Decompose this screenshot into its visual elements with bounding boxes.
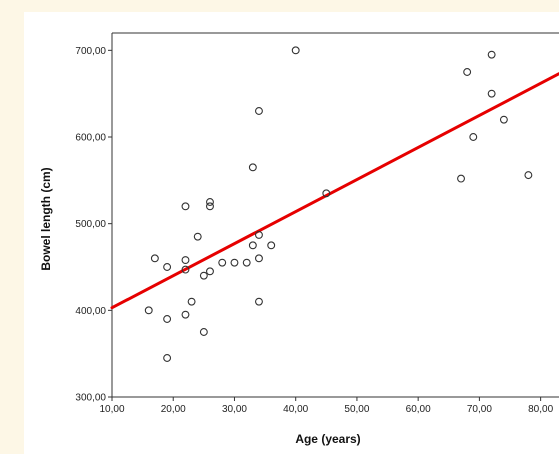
data-point (255, 297, 263, 306)
data-point (463, 68, 472, 76)
data-point (267, 241, 276, 250)
data-point (206, 267, 214, 276)
data-point (322, 189, 331, 198)
data-point (487, 89, 496, 98)
x-axis-label: Age (years) (295, 432, 360, 446)
data-point (255, 230, 263, 239)
y-axis-ticks: 300,00 400,00 500,00 600,00 700,00 (75, 46, 112, 404)
data-point (163, 263, 172, 271)
data-point (187, 297, 196, 306)
trend-line (110, 72, 559, 310)
data-point (199, 328, 208, 336)
x-tick-label: 10,00 (99, 404, 124, 415)
data-point (291, 46, 300, 55)
data-points (144, 46, 533, 362)
x-axis-ticks: 10,00 20,00 30,00 40,00 50,00 60,00 70,00 80,00 (99, 397, 554, 415)
x-tick-label: 40,00 (283, 404, 308, 415)
data-point (199, 271, 208, 280)
data-point (193, 232, 202, 241)
x-tick-label: 30,00 (222, 404, 247, 415)
y-tick-label: 600,00 (75, 133, 106, 144)
data-point (181, 256, 190, 265)
data-point (181, 202, 190, 211)
data-point (255, 254, 263, 263)
data-point (218, 258, 227, 267)
data-point (469, 133, 478, 141)
y-tick-label: 500,00 (75, 219, 106, 230)
y-tick-label: 400,00 (75, 306, 106, 317)
data-point (524, 171, 533, 180)
x-tick-label: 60,00 (406, 404, 431, 415)
y-tick-label: 700,00 (75, 46, 106, 57)
x-tick-label: 70,00 (467, 404, 492, 415)
data-point (242, 258, 251, 267)
data-point (230, 258, 239, 267)
data-point (206, 202, 214, 211)
x-tick-label: 20,00 (161, 404, 186, 415)
data-point (248, 163, 257, 172)
data-point (181, 265, 190, 274)
data-point (499, 115, 508, 124)
data-point (150, 254, 159, 263)
y-axis-label: Bowel length (cm) (39, 167, 53, 270)
x-tick-label: 80,00 (528, 404, 553, 415)
chart-panel (24, 12, 559, 454)
data-point (163, 315, 172, 323)
y-tick-label: 300,00 (75, 393, 106, 404)
data-point (487, 50, 496, 59)
data-point (255, 107, 263, 115)
x-tick-label: 50,00 (344, 404, 369, 415)
data-point (206, 198, 214, 206)
data-point (181, 310, 190, 319)
data-point (248, 241, 257, 250)
data-point (163, 354, 172, 362)
data-point (144, 306, 153, 315)
data-point (457, 174, 465, 183)
